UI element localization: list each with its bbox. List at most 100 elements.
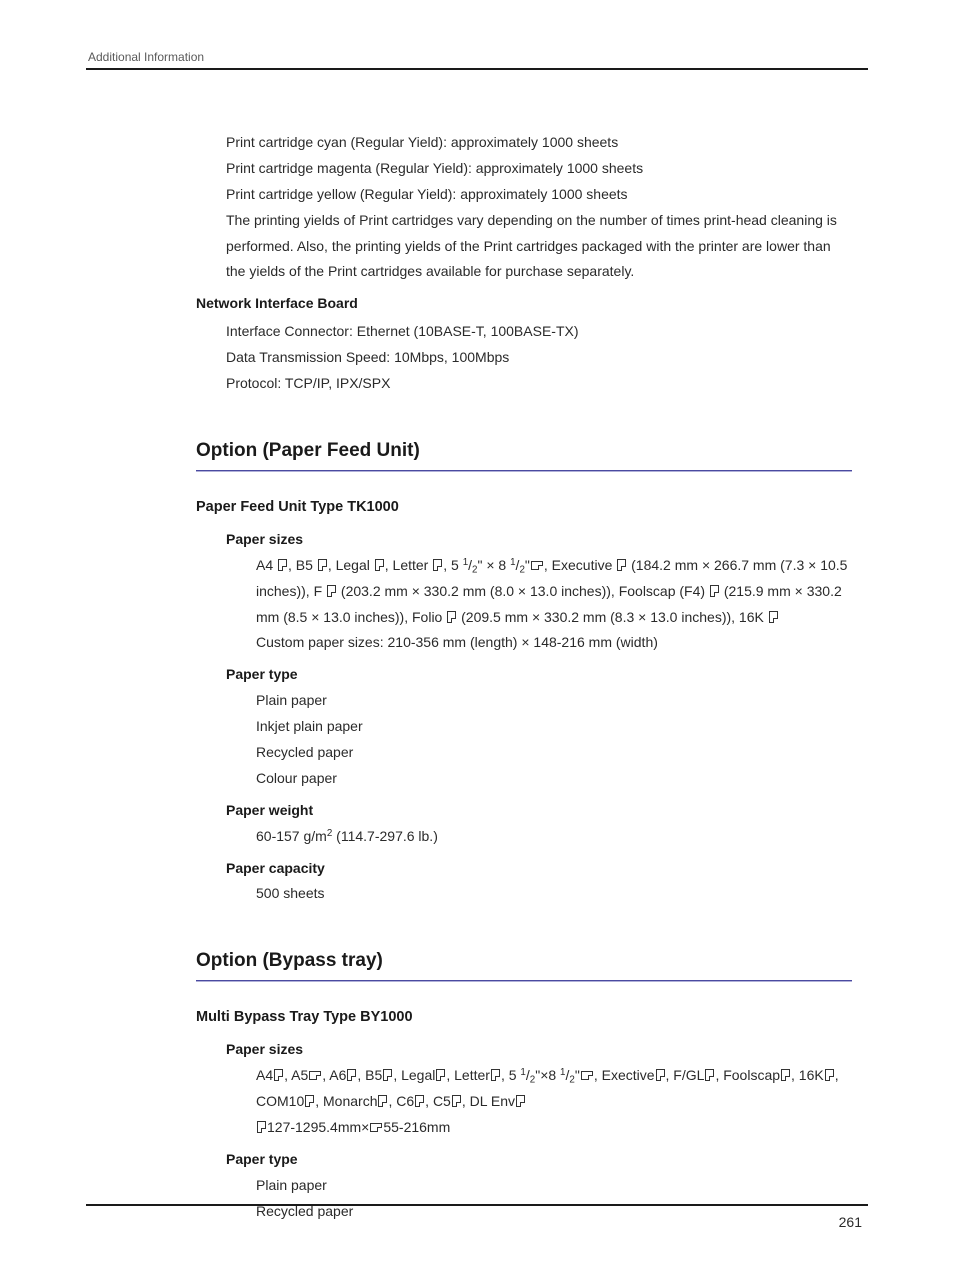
- yield-note: The printing yields of Print cartridges …: [196, 208, 852, 286]
- portrait-icon: [378, 1095, 387, 1107]
- label-paper-weight: Paper weight: [196, 798, 852, 824]
- portrait-icon: [781, 1069, 790, 1081]
- text: , Exective: [594, 1067, 655, 1083]
- text: , B5: [288, 557, 317, 573]
- text: A4: [256, 1067, 273, 1083]
- portrait-icon: [278, 559, 287, 571]
- text: , B5: [357, 1067, 382, 1083]
- text: "×8: [535, 1067, 560, 1083]
- header-rule: [86, 68, 868, 70]
- text: , 16K: [791, 1067, 824, 1083]
- text: , F/GL: [666, 1067, 705, 1083]
- nib-line: Protocol: TCP/IP, IPX/SPX: [196, 371, 852, 397]
- paper-sizes-body: A4 , B5 , Legal , Letter , 5 1/2" × 8 1/…: [196, 553, 852, 631]
- paper-type-item: Recycled paper: [196, 740, 852, 766]
- text: 55-216mm: [383, 1119, 450, 1135]
- text: , Monarch: [315, 1093, 377, 1109]
- text: , 5: [501, 1067, 520, 1083]
- paper-capacity-value: 500 sheets: [196, 881, 852, 907]
- portrait-icon: [516, 1095, 525, 1107]
- text: , 5: [443, 557, 462, 573]
- label-paper-type: Paper type: [196, 1147, 852, 1173]
- portrait-icon: [318, 559, 327, 571]
- paper-type-item: Plain paper: [196, 688, 852, 714]
- text: , Foolscap: [715, 1067, 780, 1083]
- paper-type-item: Inkjet plain paper: [196, 714, 852, 740]
- page: Additional Information Print cartridge c…: [0, 0, 954, 1270]
- portrait-icon: [347, 1069, 356, 1081]
- landscape-icon: [531, 561, 543, 570]
- portrait-icon: [617, 559, 626, 571]
- text: , Executive: [544, 557, 616, 573]
- frac-num: 1: [510, 557, 515, 568]
- portrait-icon: [415, 1095, 424, 1107]
- cartridge-line: Print cartridge yellow (Regular Yield): …: [196, 182, 852, 208]
- bypass-sizes-line1: A4, A5, A6, B5, Legal, Letter, 5 1/2"×8 …: [196, 1063, 852, 1089]
- text: , A5: [284, 1067, 308, 1083]
- paper-type-item: Plain paper: [196, 1173, 852, 1199]
- label-paper-capacity: Paper capacity: [196, 856, 852, 882]
- landscape-icon: [581, 1071, 593, 1080]
- portrait-icon: [447, 611, 456, 623]
- text: , C6: [388, 1093, 414, 1109]
- text: , Letter: [446, 1067, 490, 1083]
- portrait-icon: [433, 559, 442, 571]
- text: , Letter: [385, 557, 432, 573]
- text: 60-157 g/m: [256, 828, 327, 844]
- landscape-icon: [370, 1123, 382, 1132]
- cartridge-line: Print cartridge magenta (Regular Yield):…: [196, 156, 852, 182]
- frac-num: 1: [520, 1067, 525, 1078]
- nib-heading: Network Interface Board: [196, 291, 852, 317]
- paper-weight-value: 60-157 g/m2 (114.7-297.6 lb.): [196, 824, 852, 850]
- text: (114.7-297.6 lb.): [332, 828, 438, 844]
- subhead-paper-feed: Paper Feed Unit Type TK1000: [196, 494, 852, 521]
- nib-line: Data Transmission Speed: 10Mbps, 100Mbps: [196, 345, 852, 371]
- text: , C5: [425, 1093, 451, 1109]
- portrait-icon: [769, 611, 778, 623]
- frac-num: 1: [560, 1067, 565, 1078]
- label-paper-sizes: Paper sizes: [196, 527, 852, 553]
- text: (209.5 mm × 330.2 mm (8.3 × 13.0 inches)…: [457, 609, 767, 625]
- running-head: Additional Information: [86, 50, 868, 64]
- content-area: Print cartridge cyan (Regular Yield): ap…: [86, 130, 868, 1225]
- bypass-sizes-line2: COM10 , Monarch , C6 , C5 , DL Env: [196, 1089, 852, 1115]
- portrait-icon: [656, 1069, 665, 1081]
- text: , DL Env: [462, 1093, 515, 1109]
- text: , Legal: [393, 1067, 435, 1083]
- portrait-icon: [257, 1121, 266, 1133]
- section-title-bypass: Option (Bypass tray): [196, 943, 852, 978]
- frac-num: 1: [463, 557, 468, 568]
- label-paper-sizes: Paper sizes: [196, 1037, 852, 1063]
- text: , A6: [322, 1067, 346, 1083]
- section-title-paper-feed: Option (Paper Feed Unit): [196, 433, 852, 468]
- paper-type-item: Colour paper: [196, 766, 852, 792]
- text: ": [525, 557, 530, 573]
- page-number: 261: [839, 1214, 862, 1230]
- portrait-icon: [436, 1069, 445, 1081]
- subhead-bypass: Multi Bypass Tray Type BY1000: [196, 1004, 852, 1031]
- text: (203.2 mm × 330.2 mm (8.0 × 13.0 inches)…: [337, 583, 709, 599]
- text: " × 8: [477, 557, 510, 573]
- footer-rule: [86, 1204, 868, 1206]
- bypass-sizes-custom: 127-1295.4mm× 55-216mm: [196, 1115, 852, 1141]
- text: COM10: [256, 1093, 304, 1109]
- text: ,: [835, 1067, 839, 1083]
- text: , Legal: [328, 557, 374, 573]
- portrait-icon: [491, 1069, 500, 1081]
- text: ": [575, 1067, 580, 1083]
- cartridge-line: Print cartridge cyan (Regular Yield): ap…: [196, 130, 852, 156]
- landscape-icon: [309, 1071, 321, 1080]
- portrait-icon: [705, 1069, 714, 1081]
- custom-paper-size: Custom paper sizes: 210-356 mm (length) …: [196, 630, 852, 656]
- portrait-icon: [274, 1069, 283, 1081]
- label-paper-type: Paper type: [196, 662, 852, 688]
- paper-type-item: Recycled paper: [196, 1199, 852, 1225]
- text: 127-1295.4mm×: [267, 1119, 369, 1135]
- portrait-icon: [305, 1095, 314, 1107]
- section-rule: [196, 470, 852, 472]
- nib-line: Interface Connector: Ethernet (10BASE-T,…: [196, 319, 852, 345]
- text: A4: [256, 557, 277, 573]
- portrait-icon: [825, 1069, 834, 1081]
- section-rule: [196, 980, 852, 982]
- portrait-icon: [383, 1069, 392, 1081]
